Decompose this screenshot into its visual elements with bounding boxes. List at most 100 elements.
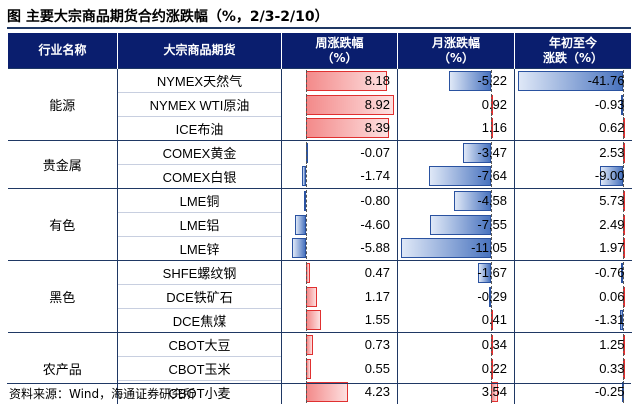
commodity-name-cell: LME锌 [118, 237, 282, 261]
week-zero-axis [306, 262, 307, 284]
month-value: -11.05 [471, 240, 507, 255]
week-change-cell: 1.17 [282, 285, 398, 309]
header-sector: 行业名称 [8, 33, 118, 69]
month-value: -1.67 [477, 265, 507, 280]
header-week-change: 周涨跌幅 （%） [282, 33, 398, 69]
month-change-cell: 0.92 [398, 93, 515, 117]
header-month-line1: 月涨跌幅 [398, 36, 514, 51]
week-value: 1.17 [365, 289, 390, 304]
header-commodity: 大宗商品期货 [118, 33, 282, 69]
month-change-cell: 0.22 [398, 357, 515, 381]
week-value: -4.60 [360, 217, 390, 232]
week-change-cell: 8.92 [282, 93, 398, 117]
header-month-line2: （%） [398, 51, 514, 66]
ytd-value: -9.00 [595, 168, 625, 183]
week-zero-axis [306, 70, 307, 92]
week-zero-axis [306, 309, 307, 331]
week-zero-axis [306, 358, 307, 380]
week-data-bar [292, 238, 306, 258]
header-week-line2: （%） [282, 51, 397, 66]
month-value: -4.58 [477, 193, 507, 208]
week-value: -0.07 [360, 145, 390, 160]
sector-cell: 能源 [8, 69, 118, 141]
week-change-cell: 8.18 [282, 69, 398, 93]
ytd-change-cell: -1.31 [515, 309, 632, 333]
month-value: -7.55 [477, 217, 507, 232]
week-value: -1.74 [360, 168, 390, 183]
ytd-change-cell: -0.76 [515, 261, 632, 285]
ytd-value: 2.53 [599, 145, 624, 160]
month-change-cell: 0.41 [398, 309, 515, 333]
week-zero-axis [306, 237, 307, 259]
month-change-cell: -7.64 [398, 165, 515, 189]
ytd-change-cell: 2.53 [515, 141, 632, 165]
week-value: 1.55 [365, 312, 390, 327]
week-change-cell: -1.74 [282, 165, 398, 189]
week-zero-axis [306, 165, 307, 187]
week-data-bar [295, 215, 306, 235]
week-change-cell: -0.07 [282, 141, 398, 165]
week-value: 8.92 [365, 97, 390, 112]
week-data-bar [306, 382, 348, 402]
commodity-name-cell: NYMEX天然气 [118, 69, 282, 93]
ytd-value: 5.73 [599, 193, 624, 208]
ytd-change-cell: 0.62 [515, 117, 632, 141]
sector-cell: 有色 [8, 189, 118, 261]
commodity-name-cell: NYMEX WTI原油 [118, 93, 282, 117]
week-change-cell: 4.23 [282, 381, 398, 404]
week-value: 4.23 [365, 384, 390, 399]
month-change-cell: 0.34 [398, 333, 515, 357]
week-zero-axis [306, 214, 307, 236]
week-data-bar [306, 310, 321, 330]
ytd-value: 0.62 [599, 120, 624, 135]
ytd-change-cell: 1.25 [515, 333, 632, 357]
week-zero-axis [306, 334, 307, 356]
commodity-name-cell: COMEX黄金 [118, 141, 282, 165]
month-change-cell: -4.58 [398, 189, 515, 213]
week-change-cell: 0.73 [282, 333, 398, 357]
month-value: 0.92 [482, 97, 507, 112]
header-ytd-change: 年初至今 涨跌（%） [515, 33, 632, 69]
week-data-bar [306, 287, 318, 307]
week-value: -5.88 [360, 240, 390, 255]
month-change-cell: -7.55 [398, 213, 515, 237]
commodity-name-cell: CBOT玉米 [118, 357, 282, 381]
month-change-cell: -1.67 [398, 261, 515, 285]
commodity-futures-table: 行业名称 大宗商品期货 周涨跌幅 （%） 月涨跌幅 （%） 年初至今 涨跌（%）… [7, 33, 632, 404]
week-value: -0.80 [360, 193, 390, 208]
month-value: 0.34 [482, 337, 507, 352]
week-value: 0.55 [365, 361, 390, 376]
month-value: -7.64 [477, 168, 507, 183]
header-month-change: 月涨跌幅 （%） [398, 33, 515, 69]
bottom-rule [7, 383, 631, 384]
month-change-cell: -0.29 [398, 285, 515, 309]
sector-cell: 黑色 [8, 261, 118, 333]
week-change-cell: -5.88 [282, 237, 398, 261]
table-title: 图 主要大宗商品期货合约涨跌幅（%，2/3-2/10） [7, 6, 329, 26]
week-zero-axis [306, 142, 307, 164]
week-zero-axis [306, 117, 307, 139]
ytd-value: -1.31 [595, 312, 625, 327]
week-zero-axis [306, 190, 307, 212]
month-value: 0.22 [482, 361, 507, 376]
ytd-change-cell: 0.06 [515, 285, 632, 309]
month-value: 0.41 [482, 312, 507, 327]
commodity-name-cell: LME铝 [118, 213, 282, 237]
week-change-cell: 0.47 [282, 261, 398, 285]
month-change-cell: 1.16 [398, 117, 515, 141]
header-row: 行业名称 大宗商品期货 周涨跌幅 （%） 月涨跌幅 （%） 年初至今 涨跌（%） [8, 33, 632, 69]
ytd-change-cell: -41.76 [515, 69, 632, 93]
ytd-change-cell: -0.25 [515, 381, 632, 404]
month-value: -3.47 [477, 145, 507, 160]
ytd-value: 0.06 [599, 289, 624, 304]
week-change-cell: -4.60 [282, 213, 398, 237]
month-change-cell: -3.47 [398, 141, 515, 165]
sector-cell: 贵金属 [8, 141, 118, 189]
header-ytd-line1: 年初至今 [515, 36, 631, 51]
commodity-name-cell: CBOT大豆 [118, 333, 282, 357]
commodity-name-cell: SHFE螺纹钢 [118, 261, 282, 285]
